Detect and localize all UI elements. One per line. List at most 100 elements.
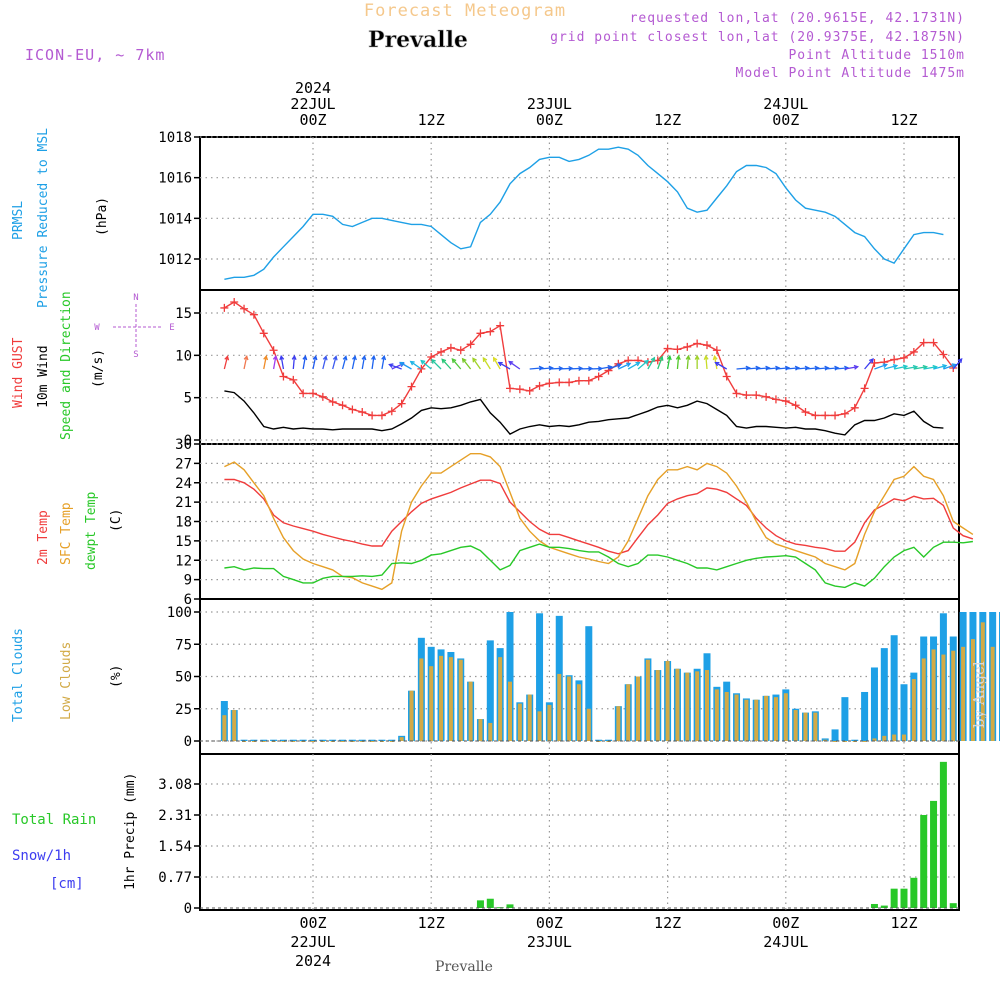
clouds-bar [823, 739, 828, 741]
wind-arrow [694, 354, 700, 369]
gust-marker [328, 397, 337, 406]
gust-marker [742, 391, 751, 400]
clouds-bar [251, 741, 256, 742]
gust-marker [545, 379, 554, 388]
ytick-label: 1018 [158, 130, 192, 146]
gust-marker [535, 381, 544, 390]
wind-gust-label: Wind GUST [11, 337, 26, 408]
clouds-bar [370, 741, 375, 742]
clouds-bar [311, 741, 315, 742]
clouds-bar [714, 689, 719, 741]
gust-marker [870, 358, 879, 367]
total-clouds-label: Total Clouds [11, 628, 26, 722]
wind-arrow [844, 364, 860, 370]
clouds-bar [378, 739, 386, 741]
gust-marker [220, 303, 229, 312]
clouds-bar [517, 703, 522, 741]
precip-bar [949, 903, 957, 908]
wind-arrow [341, 355, 348, 370]
gust-marker [486, 327, 495, 336]
clouds-bar [645, 659, 650, 741]
ytick-label: 15 [175, 306, 192, 322]
snow-unit-label: [cm] [50, 876, 84, 892]
clouds-bar [498, 657, 503, 741]
clouds-bar [358, 739, 366, 741]
clouds-bar [892, 734, 897, 741]
requested-coords: requested lon,lat (20.9615E, 42.1731N) [630, 11, 965, 26]
clouds-bar [900, 684, 908, 741]
wind-arrow [666, 354, 672, 370]
gust-marker [407, 382, 416, 391]
wind-arrow [874, 363, 888, 370]
wind-arrow [420, 359, 432, 370]
precip-bar [920, 815, 928, 908]
gust-marker [771, 395, 780, 404]
wind-arrow [441, 358, 452, 370]
precip-bar [900, 888, 908, 908]
precip-bar [506, 904, 514, 908]
clouds-bar [980, 622, 985, 741]
precip-bar [486, 898, 494, 908]
ytick-label: 1.54 [158, 839, 192, 855]
clouds-bar [970, 639, 975, 741]
clouds-bar [793, 710, 798, 741]
clouds-bar [340, 741, 345, 742]
gust-marker [259, 329, 268, 338]
clouds-bar [833, 741, 838, 742]
clouds-bar [468, 681, 473, 741]
clouds-bar [368, 739, 376, 741]
gust-marker [919, 338, 928, 347]
wind-arrow [703, 354, 709, 370]
bottom-axis-label: 12Z [890, 914, 917, 932]
ytick-label: 3.08 [158, 777, 192, 793]
ytick-label: 21 [175, 495, 192, 511]
dewpt-label: dewpt Temp [84, 492, 99, 570]
clouds-bar [261, 741, 266, 742]
snow-label: Snow/1h [12, 848, 71, 864]
bottom-axis-label: 12Z [654, 914, 681, 932]
series-line-sfc_temp [224, 453, 974, 591]
clouds-bar [448, 657, 453, 741]
precip-bar [939, 761, 947, 908]
wind-arrow [864, 358, 874, 370]
clouds-bar [665, 661, 670, 741]
clouds-bar [291, 741, 296, 742]
low-clouds-label: Low Clouds [59, 642, 74, 720]
clouds-bar [841, 697, 849, 741]
precip-bar [910, 877, 918, 908]
clouds-bar [831, 729, 839, 741]
gust-marker [722, 372, 731, 381]
gust-marker [890, 355, 899, 364]
clouds-bar [576, 684, 581, 741]
ytick-label: 6 [184, 592, 192, 608]
gust-marker [466, 340, 475, 349]
gust-marker [752, 391, 761, 400]
gust-marker [703, 341, 711, 350]
clouds-bar [921, 658, 926, 741]
clouds-bar [281, 741, 286, 742]
gust-marker [565, 378, 574, 387]
clouds-bar [961, 646, 966, 741]
prmsl-label: PRMSL [11, 201, 26, 240]
clouds-bar [605, 739, 612, 741]
gust-marker [525, 386, 534, 395]
clouds-bar [270, 739, 278, 741]
clouds-bar [458, 659, 463, 741]
clouds-bar [862, 741, 867, 742]
precip-bar [870, 903, 878, 908]
wind-arrow [884, 364, 899, 370]
wind-arrow [322, 355, 328, 370]
gust-marker [279, 372, 288, 381]
clouds-bar [754, 699, 759, 741]
wind-speed-dir-label: Speed and Direction [59, 291, 74, 440]
gust-marker [663, 344, 672, 353]
series-line-pressure [224, 146, 944, 280]
ytick-label: 2.31 [158, 808, 192, 824]
gust-marker [831, 411, 840, 420]
clouds-bar [880, 648, 888, 741]
clouds-bar [595, 739, 603, 741]
ytick-label: 75 [175, 637, 192, 653]
wind-arrow [627, 361, 641, 370]
gust-marker [446, 343, 455, 352]
gust-marker [240, 304, 249, 313]
